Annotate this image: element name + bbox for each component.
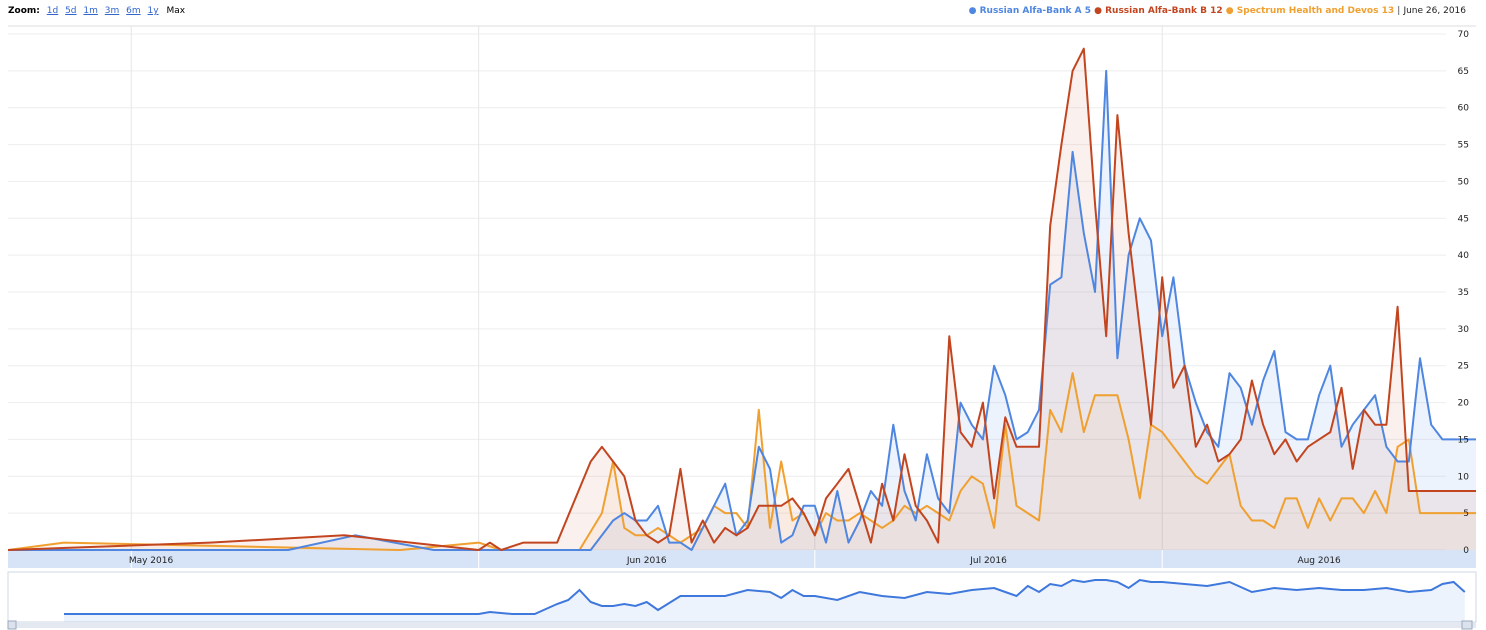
legend-dot-icon: ●	[1094, 6, 1106, 16]
y-tick-label: 50	[1458, 177, 1470, 187]
series-line-2	[7, 372, 1476, 551]
zoom-1m-link[interactable]: 1m	[83, 6, 98, 16]
zoom-label: Zoom:	[8, 6, 40, 16]
legend-label-alfa-b: Russian Alfa-Bank B 12	[1105, 6, 1223, 16]
navigator-scrollbar	[8, 622, 1476, 628]
x-tick-label: Jul 2016	[969, 556, 1007, 566]
zoom-1y-link[interactable]: 1y	[147, 6, 159, 16]
series-area-0	[8, 70, 1476, 551]
x-tick-label: Jun 2016	[626, 556, 667, 566]
navigator-left-handle-icon	[7, 620, 17, 630]
legend-dot-icon: ●	[968, 6, 980, 16]
y-tick-label: 30	[1458, 325, 1470, 335]
y-tick-label: 70	[1458, 30, 1470, 40]
legend-dot-icon: ●	[1225, 6, 1237, 16]
legend-item-spectrum: ● Spectrum Health and Devos 13	[1226, 6, 1394, 16]
series-line-1	[7, 47, 1476, 551]
series-area-2	[8, 373, 1476, 550]
y-tick-label: 10	[1458, 472, 1470, 482]
y-tick-label: 0	[1463, 546, 1469, 556]
zoom-1d-link[interactable]: 1d	[46, 6, 59, 16]
x-tick-label: May 2016	[129, 556, 174, 566]
chart-toolbar: Zoom: 1d 5d 1m 3m 6m 1y Max ● Russian Al…	[0, 0, 1486, 24]
y-tick-label: 55	[1458, 141, 1469, 151]
y-tick-label: 65	[1458, 67, 1469, 77]
y-tick-label: 60	[1458, 104, 1470, 114]
navigator-line	[64, 578, 1466, 615]
navigator-area	[64, 580, 1465, 622]
navigator-right-handle-icon	[1461, 620, 1473, 630]
legend-item-alfa-b: ● Russian Alfa-Bank B 12	[1094, 6, 1223, 16]
y-tick-label: 25	[1458, 362, 1469, 372]
legend-item-alfa-a: ● Russian Alfa-Bank A 5	[969, 6, 1091, 16]
zoom-3m-link[interactable]: 3m	[104, 6, 120, 16]
legend-date: June 26, 2016	[1403, 6, 1466, 16]
y-tick-label: 5	[1463, 509, 1469, 519]
series-line-0	[8, 69, 1476, 551]
legend-separator: |	[1397, 6, 1401, 16]
legend-label-alfa-a: Russian Alfa-Bank A 5	[979, 6, 1091, 16]
legend: ● Russian Alfa-Bank A 5 ● Russian Alfa-B…	[969, 6, 1466, 16]
legend-label-spectrum: Spectrum Health and Devos 13	[1236, 6, 1395, 16]
y-tick-label: 35	[1458, 288, 1469, 298]
zoom-6m-link[interactable]: 6m	[126, 6, 141, 16]
y-tick-label: 45	[1458, 214, 1469, 224]
x-axis-band	[8, 550, 1476, 568]
zoom-controls: Zoom: 1d 5d 1m 3m 6m 1y Max	[8, 6, 185, 16]
y-tick-label: 20	[1458, 399, 1470, 409]
y-tick-label: 40	[1458, 251, 1470, 261]
zoom-max-current: Max	[166, 6, 186, 16]
y-tick-label: 15	[1458, 435, 1469, 445]
zoom-5d-link[interactable]: 5d	[65, 6, 77, 16]
series-area-1	[8, 48, 1476, 550]
x-tick-label: Aug 2016	[1297, 556, 1341, 566]
